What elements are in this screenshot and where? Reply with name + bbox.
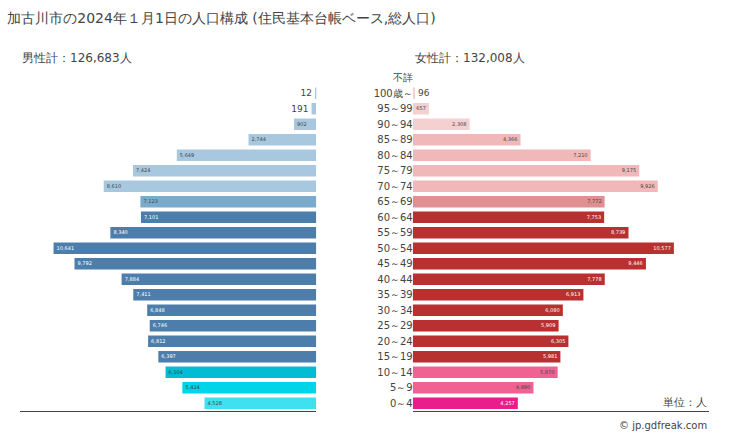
svg-text:5,649: 5,649 bbox=[180, 152, 194, 158]
svg-text:65～69: 65～69 bbox=[377, 196, 412, 207]
svg-text:7,123: 7,123 bbox=[143, 198, 157, 204]
svg-text:50～54: 50～54 bbox=[377, 243, 412, 254]
svg-text:5,981: 5,981 bbox=[543, 353, 557, 359]
svg-text:5,870: 5,870 bbox=[540, 369, 554, 375]
svg-text:5～9: 5～9 bbox=[390, 382, 413, 393]
svg-text:100歳～: 100歳～ bbox=[374, 88, 413, 99]
svg-text:女性計：132,008人: 女性計：132,008人 bbox=[415, 51, 525, 65]
svg-text:40～44: 40～44 bbox=[377, 274, 412, 285]
svg-text:0～4: 0～4 bbox=[390, 398, 413, 409]
svg-text:96: 96 bbox=[418, 88, 430, 98]
svg-text:12: 12 bbox=[301, 88, 312, 98]
svg-text:85～89: 85～89 bbox=[377, 134, 412, 145]
svg-text:90～94: 90～94 bbox=[377, 119, 412, 130]
svg-text:5,909: 5,909 bbox=[541, 322, 555, 328]
svg-text:6,746: 6,746 bbox=[153, 322, 167, 328]
svg-text:4,528: 4,528 bbox=[207, 400, 221, 406]
svg-text:6,913: 6,913 bbox=[566, 291, 580, 297]
svg-text:6,848: 6,848 bbox=[150, 307, 164, 313]
svg-text:7,753: 7,753 bbox=[587, 214, 601, 220]
svg-text:35～39: 35～39 bbox=[377, 289, 412, 300]
svg-text:6,305: 6,305 bbox=[551, 338, 565, 344]
svg-text:5,424: 5,424 bbox=[185, 384, 199, 390]
svg-text:30～34: 30～34 bbox=[377, 305, 412, 316]
svg-text:15～19: 15～19 bbox=[377, 351, 412, 362]
svg-text:95～99: 95～99 bbox=[377, 103, 412, 114]
svg-text:7,424: 7,424 bbox=[136, 167, 150, 173]
svg-text:7,411: 7,411 bbox=[136, 291, 150, 297]
svg-text:7,210: 7,210 bbox=[573, 152, 587, 158]
svg-text:4,257: 4,257 bbox=[500, 400, 514, 406]
svg-text:加古川市の2024年１月1日の人口構成 (住民基本台帳ベース: 加古川市の2024年１月1日の人口構成 (住民基本台帳ベース,総人口) bbox=[7, 10, 435, 26]
svg-text:60～64: 60～64 bbox=[377, 212, 412, 223]
svg-text:657: 657 bbox=[416, 105, 426, 111]
svg-text:20～24: 20～24 bbox=[377, 336, 412, 347]
svg-text:6,397: 6,397 bbox=[161, 353, 175, 359]
svg-text:7,101: 7,101 bbox=[144, 214, 158, 220]
svg-text:6,080: 6,080 bbox=[545, 307, 559, 313]
svg-text:45～49: 45～49 bbox=[377, 258, 412, 269]
svg-text:8,340: 8,340 bbox=[113, 229, 127, 235]
svg-text:男性計：126,683人: 男性計：126,683人 bbox=[22, 51, 132, 65]
svg-text:10～14: 10～14 bbox=[377, 367, 412, 378]
svg-text:不詳: 不詳 bbox=[393, 72, 413, 83]
svg-text:© jp.gdfreak.com: © jp.gdfreak.com bbox=[619, 420, 707, 431]
svg-text:2,308: 2,308 bbox=[452, 121, 466, 127]
svg-text:7,772: 7,772 bbox=[587, 198, 601, 204]
svg-text:8,739: 8,739 bbox=[611, 229, 625, 235]
svg-text:6,104: 6,104 bbox=[169, 369, 183, 375]
svg-text:4,890: 4,890 bbox=[516, 384, 530, 390]
svg-text:10,641: 10,641 bbox=[57, 245, 75, 251]
svg-text:8,610: 8,610 bbox=[107, 183, 121, 189]
svg-text:10,577: 10,577 bbox=[653, 245, 671, 251]
svg-text:9,175: 9,175 bbox=[622, 167, 636, 173]
svg-text:55～59: 55～59 bbox=[377, 227, 412, 238]
svg-text:単位：人: 単位：人 bbox=[663, 396, 707, 409]
svg-text:75～79: 75～79 bbox=[377, 165, 412, 176]
svg-text:2,744: 2,744 bbox=[252, 136, 266, 142]
svg-text:9,446: 9,446 bbox=[628, 260, 642, 266]
svg-text:902: 902 bbox=[297, 121, 307, 127]
svg-text:9,926: 9,926 bbox=[640, 183, 654, 189]
svg-text:7,884: 7,884 bbox=[125, 276, 139, 282]
svg-text:4,366: 4,366 bbox=[503, 136, 517, 142]
svg-text:191: 191 bbox=[291, 104, 308, 114]
svg-text:6,812: 6,812 bbox=[151, 338, 165, 344]
svg-text:70～74: 70～74 bbox=[377, 181, 412, 192]
svg-text:25～29: 25～29 bbox=[377, 320, 412, 331]
svg-text:9,792: 9,792 bbox=[78, 260, 92, 266]
svg-text:7,778: 7,778 bbox=[587, 276, 601, 282]
svg-text:80～84: 80～84 bbox=[377, 150, 412, 161]
